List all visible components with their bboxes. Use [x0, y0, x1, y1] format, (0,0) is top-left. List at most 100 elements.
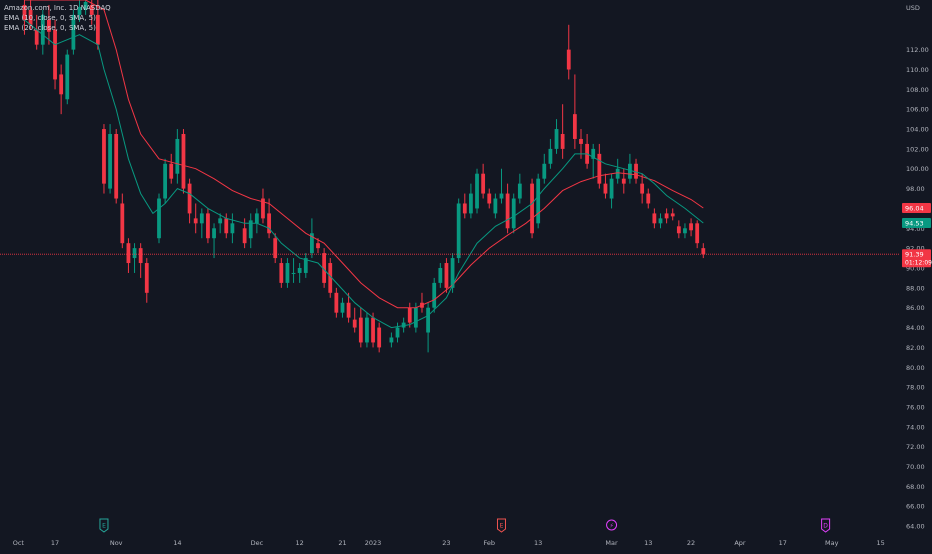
candle-up[interactable] — [83, 0, 88, 15]
candle-up[interactable] — [517, 173, 522, 204]
candle-down[interactable] — [95, 0, 100, 50]
candle-up[interactable] — [285, 258, 290, 288]
candle-up[interactable] — [77, 0, 82, 22]
candle-up[interactable] — [230, 213, 235, 244]
candle-down[interactable] — [34, 14, 39, 50]
candle-down[interactable] — [530, 178, 534, 239]
candle-up[interactable] — [426, 302, 430, 353]
candle-up[interactable] — [303, 253, 308, 278]
dividend-marker[interactable]: D — [821, 518, 831, 533]
candle-down[interactable] — [646, 188, 651, 209]
candle-up[interactable] — [511, 193, 516, 234]
candle-down[interactable] — [328, 258, 333, 298]
ema10-line[interactable] — [24, 19, 704, 329]
candle-up[interactable] — [254, 208, 259, 234]
candle-down[interactable] — [279, 258, 284, 288]
candle-up[interactable] — [199, 208, 204, 239]
candle-down[interactable] — [22, 0, 27, 35]
candle-up[interactable] — [65, 49, 70, 105]
candle-down[interactable] — [670, 208, 675, 221]
candle-down[interactable] — [47, 4, 51, 45]
candle-down[interactable] — [334, 287, 339, 318]
candle-up[interactable] — [248, 213, 253, 249]
candle-down[interactable] — [120, 193, 125, 249]
candle-down[interactable] — [114, 129, 119, 204]
candle-up[interactable] — [499, 168, 504, 204]
candle-up[interactable] — [456, 198, 461, 264]
candle-down[interactable] — [603, 173, 608, 199]
candle-up[interactable] — [438, 263, 443, 288]
candle-down[interactable] — [206, 208, 210, 244]
candle-down[interactable] — [371, 312, 375, 348]
candle-down[interactable] — [126, 238, 131, 273]
candle-up[interactable] — [658, 213, 663, 229]
candle-down[interactable] — [407, 302, 412, 328]
candle-up[interactable] — [157, 193, 161, 244]
candle-up[interactable] — [218, 213, 223, 234]
candle-down[interactable] — [273, 233, 278, 264]
candle-up[interactable] — [683, 223, 687, 239]
candle-down[interactable] — [487, 188, 492, 209]
split-marker[interactable]: ⚡ — [606, 519, 618, 531]
candle-down[interactable] — [144, 258, 149, 303]
candle-up[interactable] — [615, 158, 620, 184]
candle-up[interactable] — [450, 253, 455, 293]
candle-up[interactable] — [475, 168, 479, 214]
candle-down[interactable] — [560, 104, 565, 159]
candle-up[interactable] — [536, 173, 541, 229]
candle-down[interactable] — [689, 218, 693, 237]
candle-up[interactable] — [40, 9, 45, 55]
candle-down[interactable] — [261, 188, 265, 224]
candle-down[interactable] — [664, 208, 669, 224]
candle-down[interactable] — [481, 163, 486, 199]
candle-up[interactable] — [389, 332, 394, 348]
candle-down[interactable] — [316, 238, 320, 254]
candle-up[interactable] — [175, 129, 180, 184]
candle-down[interactable] — [346, 292, 351, 323]
earnings-marker[interactable]: E — [99, 518, 109, 533]
candle-down[interactable] — [505, 183, 510, 234]
candle-down[interactable] — [676, 220, 681, 239]
candle-down[interactable] — [634, 158, 638, 184]
candle-down[interactable] — [462, 193, 467, 219]
candle-up[interactable] — [163, 158, 168, 204]
candle-down[interactable] — [193, 203, 198, 234]
candle-up[interactable] — [71, 9, 76, 55]
candle-up[interactable] — [212, 223, 216, 259]
candle-down[interactable] — [53, 19, 57, 90]
candle-down[interactable] — [377, 322, 382, 353]
candle-down[interactable] — [572, 74, 577, 149]
candle-down[interactable] — [89, 0, 94, 25]
candle-down[interactable] — [352, 307, 357, 333]
candle-up[interactable] — [108, 124, 112, 194]
candle-up[interactable] — [542, 153, 547, 184]
candle-down[interactable] — [169, 153, 174, 184]
candle-up[interactable] — [609, 173, 614, 209]
candle-up[interactable] — [395, 322, 400, 343]
candle-up[interactable] — [591, 143, 596, 179]
candle-down[interactable] — [187, 178, 192, 224]
candle-up[interactable] — [340, 297, 345, 318]
candle-up[interactable] — [493, 193, 498, 219]
candle-up[interactable] — [132, 243, 137, 273]
candle-up[interactable] — [297, 263, 302, 283]
candle-down[interactable] — [701, 243, 706, 259]
candle-down[interactable] — [138, 243, 143, 278]
candle-up[interactable] — [548, 138, 553, 169]
candle-down[interactable] — [566, 24, 571, 80]
candle-up[interactable] — [469, 183, 473, 219]
legend-symbol[interactable]: Amazon.com, Inc. 1D NASDAQ — [4, 4, 111, 12]
candle-up[interactable] — [310, 218, 314, 259]
candle-up[interactable] — [365, 312, 369, 348]
candle-down[interactable] — [640, 173, 645, 204]
candle-down[interactable] — [28, 0, 33, 30]
candle-up[interactable] — [628, 153, 632, 184]
candle-up[interactable] — [401, 317, 406, 333]
candle-down[interactable] — [181, 129, 186, 194]
candle-down[interactable] — [444, 258, 449, 293]
candle-down[interactable] — [358, 307, 363, 348]
candle-down[interactable] — [652, 208, 657, 229]
candle-up[interactable] — [554, 119, 559, 154]
